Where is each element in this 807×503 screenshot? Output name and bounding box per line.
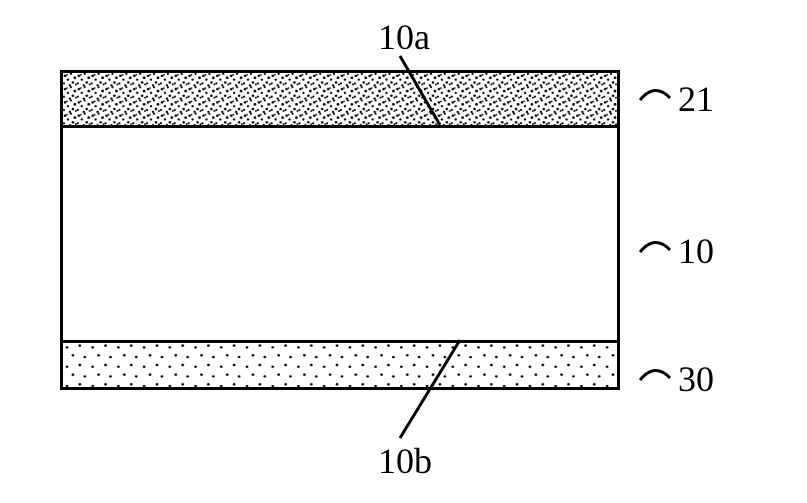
leader-10b	[0, 0, 807, 503]
